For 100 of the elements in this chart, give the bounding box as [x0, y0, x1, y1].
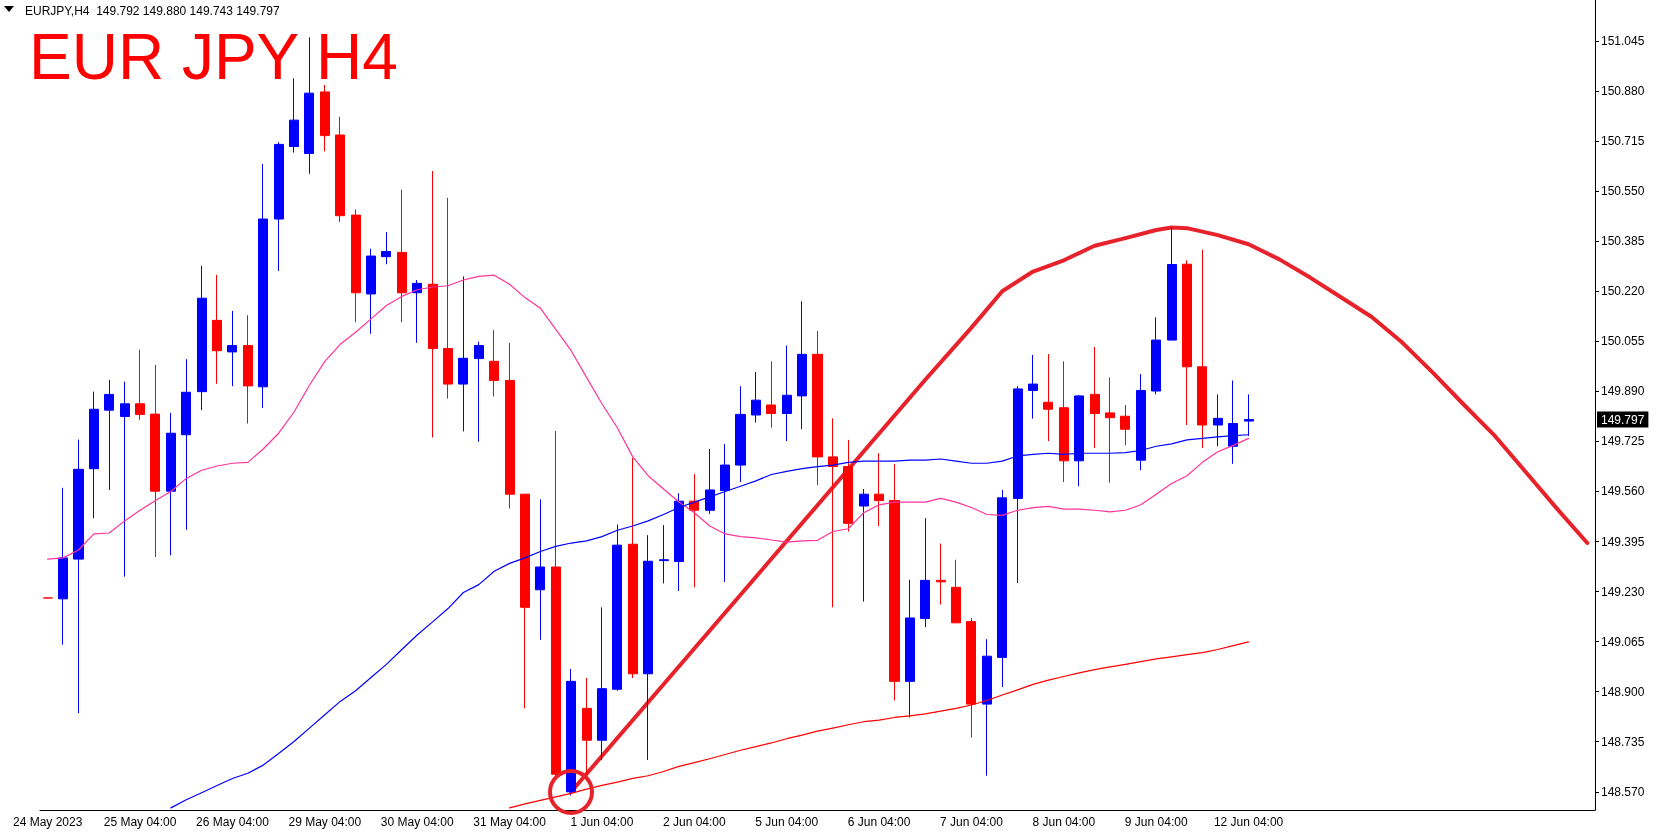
x-tick-label: 9 Jun 04:00 [1124, 815, 1188, 829]
y-tick-label: 150.550 [1601, 184, 1645, 199]
candlestick [874, 452, 884, 527]
candlestick [812, 330, 823, 486]
x-tick-label: 7 Jun 04:00 [940, 815, 1004, 829]
y-tick-label: 151.045 [1601, 33, 1645, 48]
candlestick [889, 463, 900, 701]
candlestick [73, 439, 84, 714]
x-tick-label: 6 Jun 04:00 [847, 815, 911, 829]
candlestick [782, 345, 792, 442]
candlestick [1151, 316, 1161, 395]
candlestick [428, 170, 438, 438]
candlestick [104, 379, 114, 491]
candlestick [458, 275, 468, 432]
candlestick [89, 391, 99, 519]
y-tick-label: 149.230 [1601, 584, 1645, 599]
candlestick [751, 371, 761, 424]
candlestick [274, 141, 284, 272]
y-tick-label: 150.715 [1601, 134, 1645, 149]
x-tick-label: 8 Jun 04:00 [1032, 815, 1096, 829]
candlestick [735, 385, 746, 483]
candlestick [720, 443, 730, 583]
candlestick [1059, 360, 1069, 483]
candlestick [566, 668, 576, 796]
candlestick [1120, 404, 1130, 446]
candlestick [659, 524, 669, 584]
candlestick [335, 116, 345, 223]
candlestick [181, 358, 191, 531]
candlestick [1197, 249, 1207, 449]
candlestick [936, 543, 946, 606]
candlestick [1182, 259, 1192, 426]
y-tick-label: 150.385 [1601, 234, 1645, 249]
y-tick-label: 149.065 [1601, 634, 1645, 649]
candlestick [597, 606, 607, 761]
y-tick-label: 149.890 [1601, 384, 1645, 399]
candlestick [612, 524, 622, 692]
x-tick-label: 29 May 04:00 [288, 815, 362, 829]
line-series [569, 225, 1590, 794]
y-tick-label: 149.725 [1601, 434, 1645, 449]
x-tick-label: 2 Jun 04:00 [662, 815, 727, 829]
candlestick [381, 231, 391, 265]
candlestick [320, 84, 330, 152]
y-tick-label: 149.560 [1601, 484, 1645, 499]
candlestick [1028, 354, 1038, 420]
candlestick [197, 265, 207, 411]
y-tick-label: 148.570 [1601, 784, 1645, 799]
candlestick [397, 189, 407, 323]
chart-title: EUR JPY H4 [29, 21, 398, 93]
candlestick [351, 208, 361, 323]
candlestick [520, 493, 530, 709]
candlestick [505, 342, 515, 509]
candlestick [258, 163, 268, 409]
candlestick [489, 329, 499, 398]
candlestick [443, 197, 453, 400]
y-tick-label: 149.395 [1601, 534, 1645, 549]
candlestick [628, 457, 638, 679]
candlestick [366, 248, 376, 335]
x-tick-label: 24 May 2023 [13, 815, 83, 829]
candlestick [705, 448, 715, 515]
x-tick-label: 1 Jun 04:00 [570, 815, 634, 829]
line-series [47, 274, 1250, 560]
candlestick [905, 579, 915, 718]
candlestick [474, 341, 484, 443]
y-tick-label: 150.220 [1601, 284, 1645, 299]
text: 149.797 [1601, 412, 1645, 427]
x-tick-label: 31 May 04:00 [473, 815, 547, 829]
candlestick [1090, 346, 1100, 449]
candlestick [412, 279, 422, 344]
candlestick [982, 638, 992, 777]
candlestick [135, 349, 145, 421]
candlestick [828, 417, 838, 608]
candlestick [304, 36, 314, 175]
candlestick [797, 300, 807, 430]
candlestick [243, 314, 253, 425]
x-tick-label: 25 May 04:00 [103, 815, 177, 829]
candlestick [1167, 227, 1177, 341]
y-tick-label: 148.735 [1601, 734, 1645, 749]
candlestick [859, 488, 869, 603]
candlestick [1105, 376, 1115, 484]
candlestick [997, 489, 1007, 688]
candlestick [843, 439, 853, 533]
y-tick-label: 150.055 [1601, 334, 1645, 349]
x-tick-label: 5 Jun 04:00 [755, 815, 819, 829]
chart-subtitle: EURJPY,H4 149.792 149.880 149.743 149.797 [25, 4, 280, 18]
candlestick [643, 534, 653, 761]
candlestick [58, 487, 68, 646]
candlestick [674, 492, 684, 592]
candlestick [150, 364, 160, 558]
candlestick [120, 381, 130, 578]
y-tick-label: 148.900 [1601, 684, 1645, 699]
candlestick [212, 274, 222, 385]
candlestick [920, 517, 930, 628]
x-tick-label: 26 May 04:00 [196, 815, 270, 829]
candlestick [689, 473, 699, 588]
y-tick-label: 150.880 [1601, 84, 1645, 99]
candlestick [166, 412, 176, 556]
candlestick [535, 498, 545, 641]
x-tick-label: 30 May 04:00 [380, 815, 454, 829]
x-tick-label: 12 Jun 04:00 [1213, 815, 1284, 829]
candlestick [1043, 353, 1053, 442]
